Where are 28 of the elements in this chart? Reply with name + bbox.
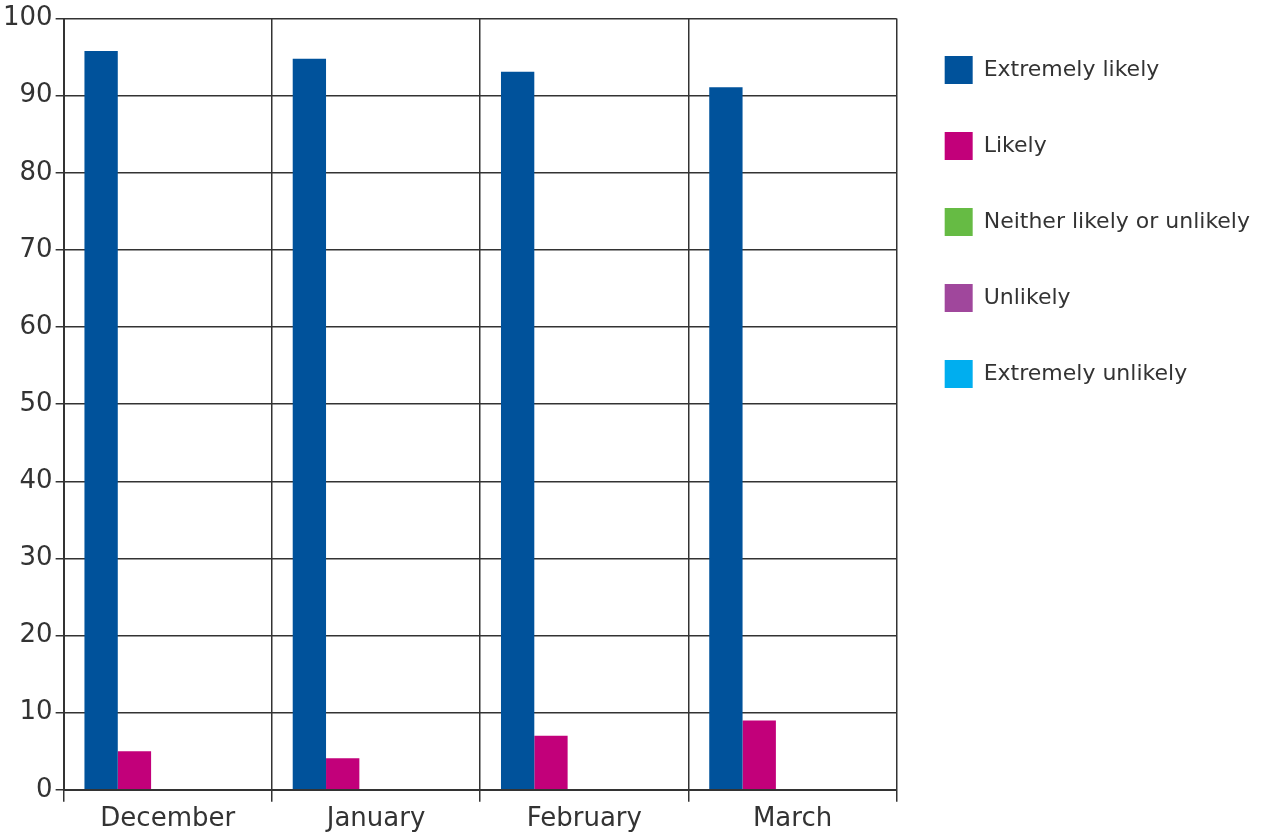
x-tick-label: December — [100, 802, 236, 833]
bar — [292, 58, 327, 790]
x-tick-label: January — [324, 802, 426, 833]
legend-label: Neither likely or unlikely — [983, 207, 1251, 233]
bar — [326, 758, 360, 790]
y-tick-label: 60 — [19, 309, 53, 340]
y-tick-label: 30 — [19, 541, 53, 572]
x-tick-label: February — [526, 802, 642, 833]
y-tick-label: 80 — [19, 155, 53, 186]
x-tick-label: March — [752, 802, 833, 833]
legend-label: Likely — [983, 131, 1047, 157]
y-tick-label: 20 — [19, 618, 53, 649]
y-tick-label: 90 — [19, 78, 53, 109]
bar — [742, 720, 776, 790]
bar — [117, 751, 152, 790]
y-tick-label: 50 — [19, 386, 53, 417]
bar — [709, 87, 743, 790]
bar — [534, 735, 568, 790]
bar — [500, 71, 535, 790]
legend-label: Unlikely — [983, 283, 1071, 309]
y-tick-label: 10 — [19, 695, 53, 726]
y-tick-label: 40 — [19, 464, 53, 495]
legend-label: Extremely unlikely — [983, 359, 1188, 385]
y-tick-label: 100 — [2, 1, 53, 32]
legend-label: Extremely likely — [983, 55, 1160, 81]
bar — [84, 50, 118, 790]
y-tick-label: 0 — [36, 772, 53, 803]
y-tick-label: 70 — [19, 232, 53, 263]
